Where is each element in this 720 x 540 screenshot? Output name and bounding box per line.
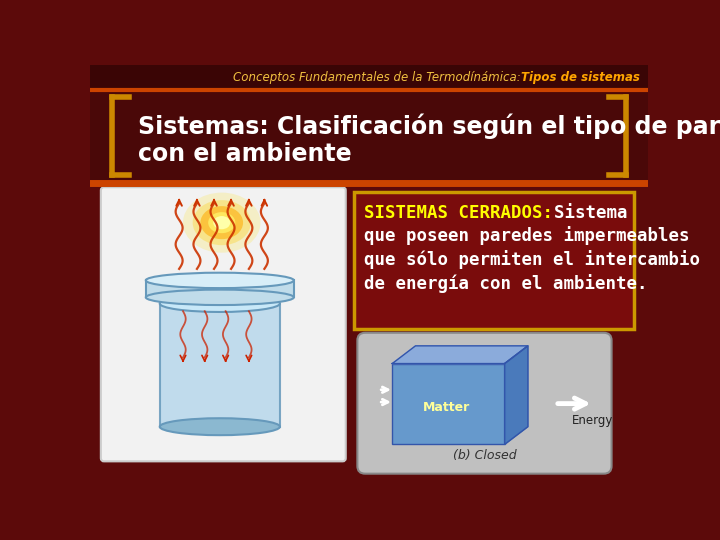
Ellipse shape [193,200,251,245]
FancyBboxPatch shape [354,192,634,329]
Ellipse shape [200,206,243,239]
Text: de energía con el ambiente.: de energía con el ambiente. [364,274,648,293]
Ellipse shape [160,418,280,435]
Ellipse shape [183,193,261,253]
Text: SISTEMAS CERRADOS:: SISTEMAS CERRADOS: [364,204,554,221]
FancyBboxPatch shape [357,333,611,474]
Text: Matter: Matter [423,401,470,414]
Text: Energy: Energy [572,414,613,427]
Text: Sistema: Sistema [534,204,628,221]
Ellipse shape [145,273,294,288]
FancyBboxPatch shape [392,363,505,444]
FancyBboxPatch shape [101,187,346,461]
FancyBboxPatch shape [160,303,280,427]
Text: que poseen paredes impermeables: que poseen paredes impermeables [364,226,690,245]
Ellipse shape [208,212,235,233]
FancyBboxPatch shape [145,280,294,298]
Text: con el ambiente: con el ambiente [138,142,351,166]
Ellipse shape [213,216,230,229]
FancyBboxPatch shape [90,90,648,181]
Polygon shape [505,346,528,444]
Text: (b) Closed: (b) Closed [453,449,516,462]
Ellipse shape [160,295,280,312]
FancyBboxPatch shape [90,65,648,90]
Text: Conceptos Fundamentales de la Termodínámica:: Conceptos Fundamentales de la Termodínám… [233,71,525,84]
Text: que sólo permiten el intercambio: que sólo permiten el intercambio [364,250,701,269]
Ellipse shape [145,289,294,305]
Text: Tipos de sistemas: Tipos de sistemas [521,71,640,84]
Text: Sistemas: Clasificación según el tipo de pared: Sistemas: Clasificación según el tipo de… [138,113,720,139]
Polygon shape [392,346,528,363]
